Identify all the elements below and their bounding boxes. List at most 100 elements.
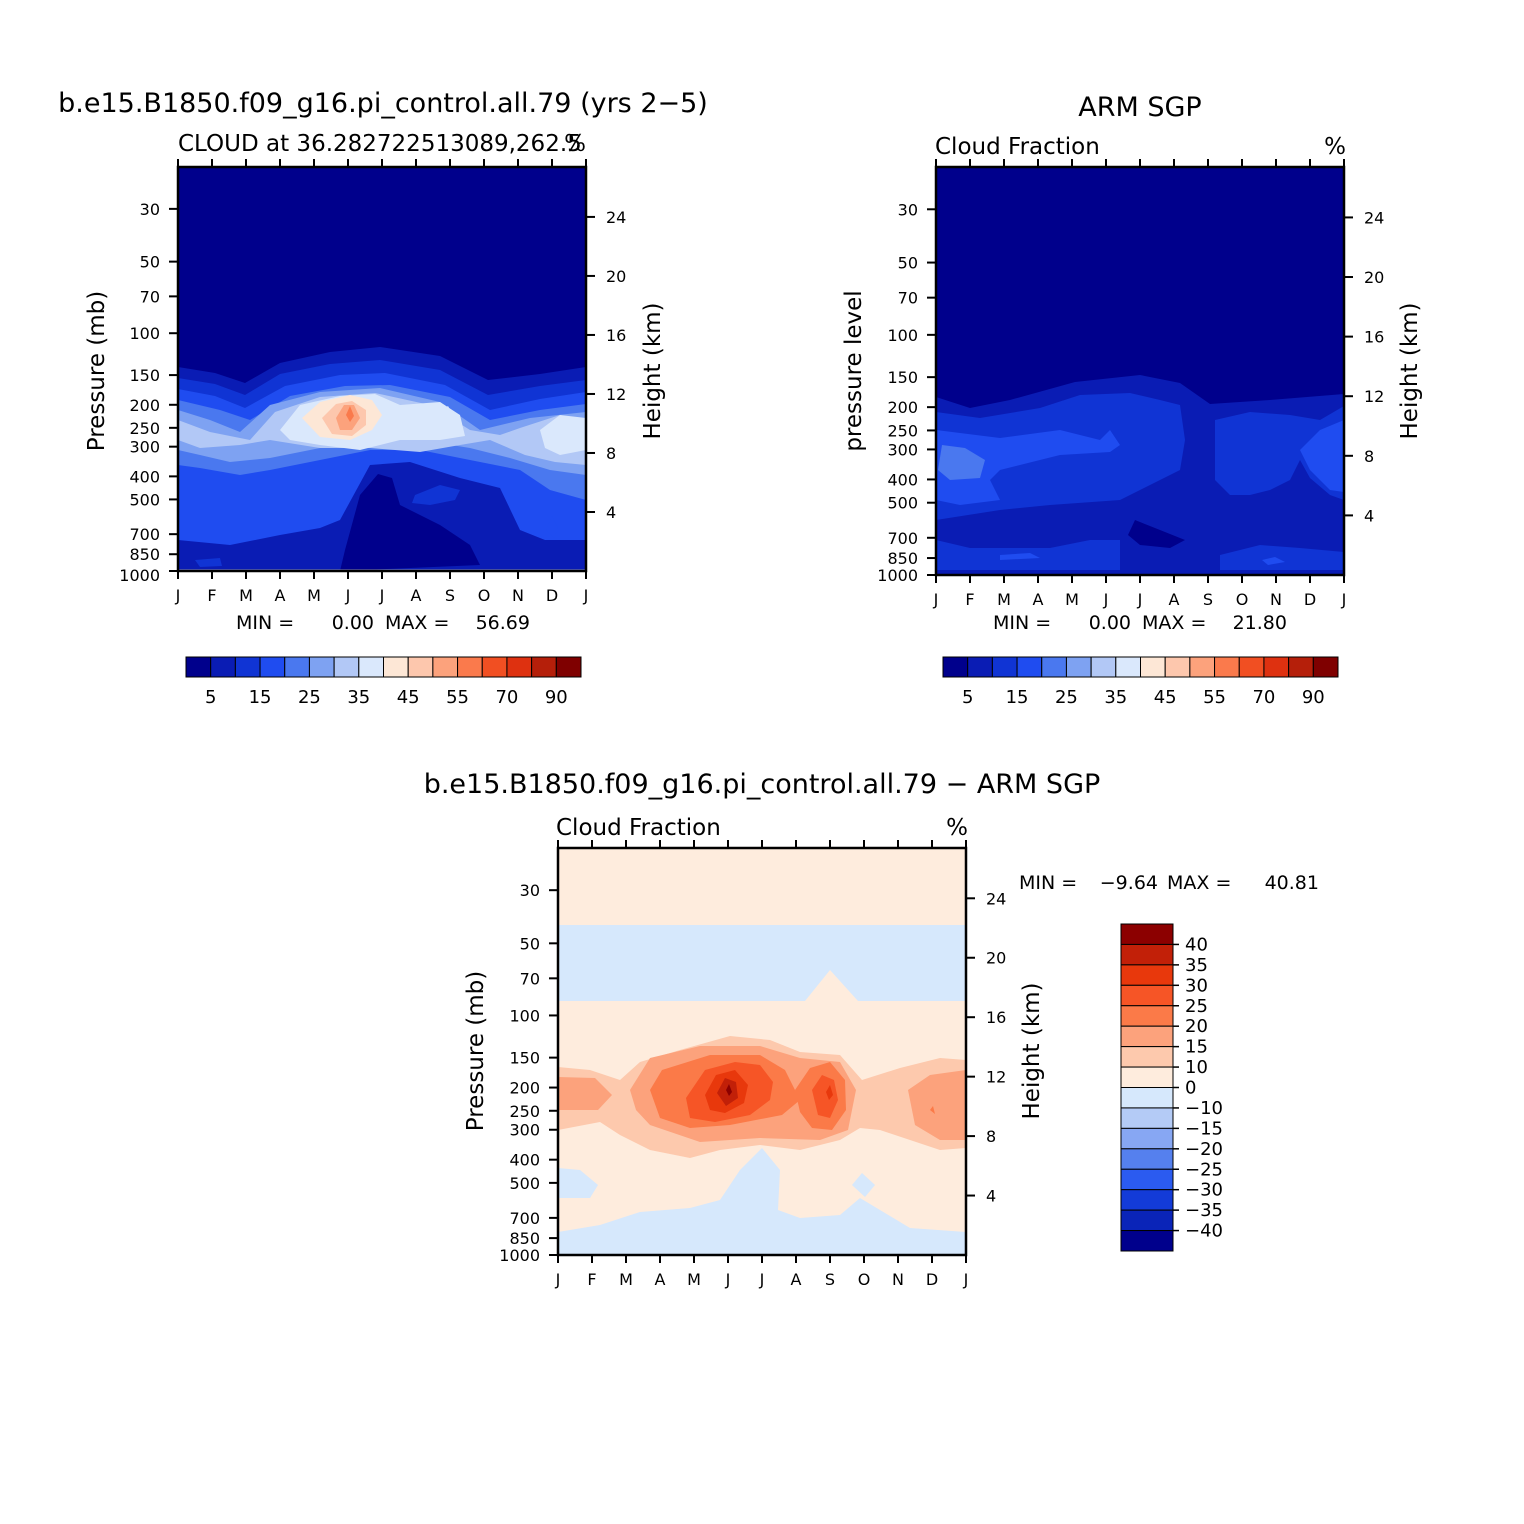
colorbar-swatch [506,656,533,678]
panel-model-min-value: 0.00 [332,612,374,634]
colorbar-swatch [308,656,335,678]
panel-obs-min-value: 0.00 [1089,612,1131,634]
colorbar-swatch [358,656,384,678]
x-tick-label: A [791,1270,802,1289]
colorbar-label: 35 [347,687,370,708]
x-tick-label: J [933,590,939,609]
y-tick-label: 100 [129,324,160,343]
x-tick-label: A [275,586,286,605]
y-tick-label: 850 [887,549,918,568]
y-tick-label: 850 [509,1229,540,1248]
y-tick-label: 700 [887,529,918,548]
y-tick-label: 30 [140,200,160,219]
colorbar-swatch [210,656,236,678]
colorbar-label: −20 [1185,1139,1223,1160]
panel-diff-ylabel: Pressure (mb) [463,971,489,1131]
x-tick-label: S [445,586,455,605]
colorbar-label: 10 [1185,1057,1208,1078]
x-tick-label: D [546,586,558,605]
colorbar-swatch [1140,656,1166,678]
panel-model-max-value: 56.69 [476,612,530,634]
colorbar-label: 35 [1185,955,1208,976]
colorbar-swatch [1115,656,1141,678]
colorbar-label: 25 [298,687,321,708]
x-tick-label: J [1137,590,1143,609]
colorbar-swatch [1120,1127,1174,1150]
x-tick-label: F [965,590,974,609]
y-right-tick-label: 4 [986,1187,996,1206]
panel-obs-title: ARM SGP [1078,92,1201,123]
colorbar-label: 15 [1006,687,1029,708]
y-right-tick-label: 20 [606,267,626,286]
panel-diff-subtitle: Cloud Fraction [556,815,721,841]
y-tick-label: 200 [887,398,918,417]
x-tick-label: A [1169,590,1180,609]
colorbar-swatch [284,656,310,678]
y-right-tick-label: 12 [986,1068,1006,1087]
colorbar-swatch [1120,1066,1174,1088]
colorbar-label: 90 [1302,687,1325,708]
colorbar-swatch [1120,1230,1174,1252]
y-right-tick-label: 20 [986,949,1006,968]
panel-diff: b.e15.B1850.f09_g16.pi_control.all.79 − … [424,769,1319,1289]
colorbar-swatch [1120,1025,1174,1048]
y-tick-label: 400 [887,470,918,489]
x-tick-label: M [619,1270,633,1289]
colorbar-swatch [1120,1168,1174,1191]
colorbar-label: 5 [205,687,216,708]
colorbar-label: 15 [249,687,272,708]
panel-obs-plot [936,167,1344,575]
y-tick-label: 250 [509,1102,540,1121]
colorbar-swatch [1120,1107,1174,1129]
y-tick-label: 1000 [877,566,918,585]
colorbar-swatch [333,656,360,678]
colorbar-swatch [1189,656,1216,678]
colorbar-label: 15 [1185,1037,1208,1058]
x-tick-label: J [963,1270,969,1289]
y-tick-label: 150 [509,1049,540,1068]
colorbar-swatch [1120,984,1174,1007]
y-right-tick-label: 16 [1364,328,1384,347]
panel-obs: ARM SGP Cloud Fraction % J F M A M J J A S O N D J 30… [841,92,1423,708]
panel-diff-min-label: MIN = [1019,872,1077,894]
colorbar-swatch [991,656,1018,678]
y-right-tick-label: 4 [1364,506,1374,525]
colorbar-swatch [432,656,459,678]
panel-obs-max-value: 21.80 [1233,612,1287,634]
x-tick-label: O [858,1270,871,1289]
colorbar-swatch [457,656,483,678]
colorbar-swatch [407,656,434,678]
x-tick-label: M [997,590,1011,609]
y-right-tick-label: 16 [986,1008,1006,1027]
panel-diff-max-label: MAX = [1167,872,1231,894]
colorbar-swatch [1120,1046,1174,1068]
panel-diff-plot [558,848,966,1255]
y-tick-label: 850 [129,545,160,564]
x-tick-label: M [687,1270,701,1289]
x-tick-label: J [1103,590,1109,609]
y-right-tick-label: 8 [1364,447,1374,466]
colorbar-label: 45 [397,687,420,708]
y-right-tick-label: 24 [606,208,626,227]
panel-obs-colorbar: 5 15 25 35 45 55 70 90 [942,656,1339,708]
x-tick-label: J [175,586,181,605]
colorbar-label: 25 [1185,996,1208,1017]
colorbar-label: 70 [1252,687,1275,708]
panel-obs-ylabel: pressure level [841,290,867,451]
colorbar-swatch [1312,656,1339,678]
y-tick-label: 70 [520,969,540,988]
colorbar-label: 25 [1055,687,1078,708]
colorbar-swatch [1016,656,1043,678]
y-tick-label: 200 [509,1079,540,1098]
panel-obs-ylabel-right: Height (km) [1397,302,1423,439]
x-tick-label: M [1065,590,1079,609]
y-tick-label: 400 [509,1151,540,1170]
y-right-tick-label: 8 [606,444,616,463]
colorbar-swatch [1120,1148,1174,1170]
panel-obs-units: % [1324,134,1346,160]
colorbar-swatch [1288,656,1314,678]
colorbar-swatch [1120,1209,1174,1232]
panel-model-max-label: MAX = [385,612,449,634]
